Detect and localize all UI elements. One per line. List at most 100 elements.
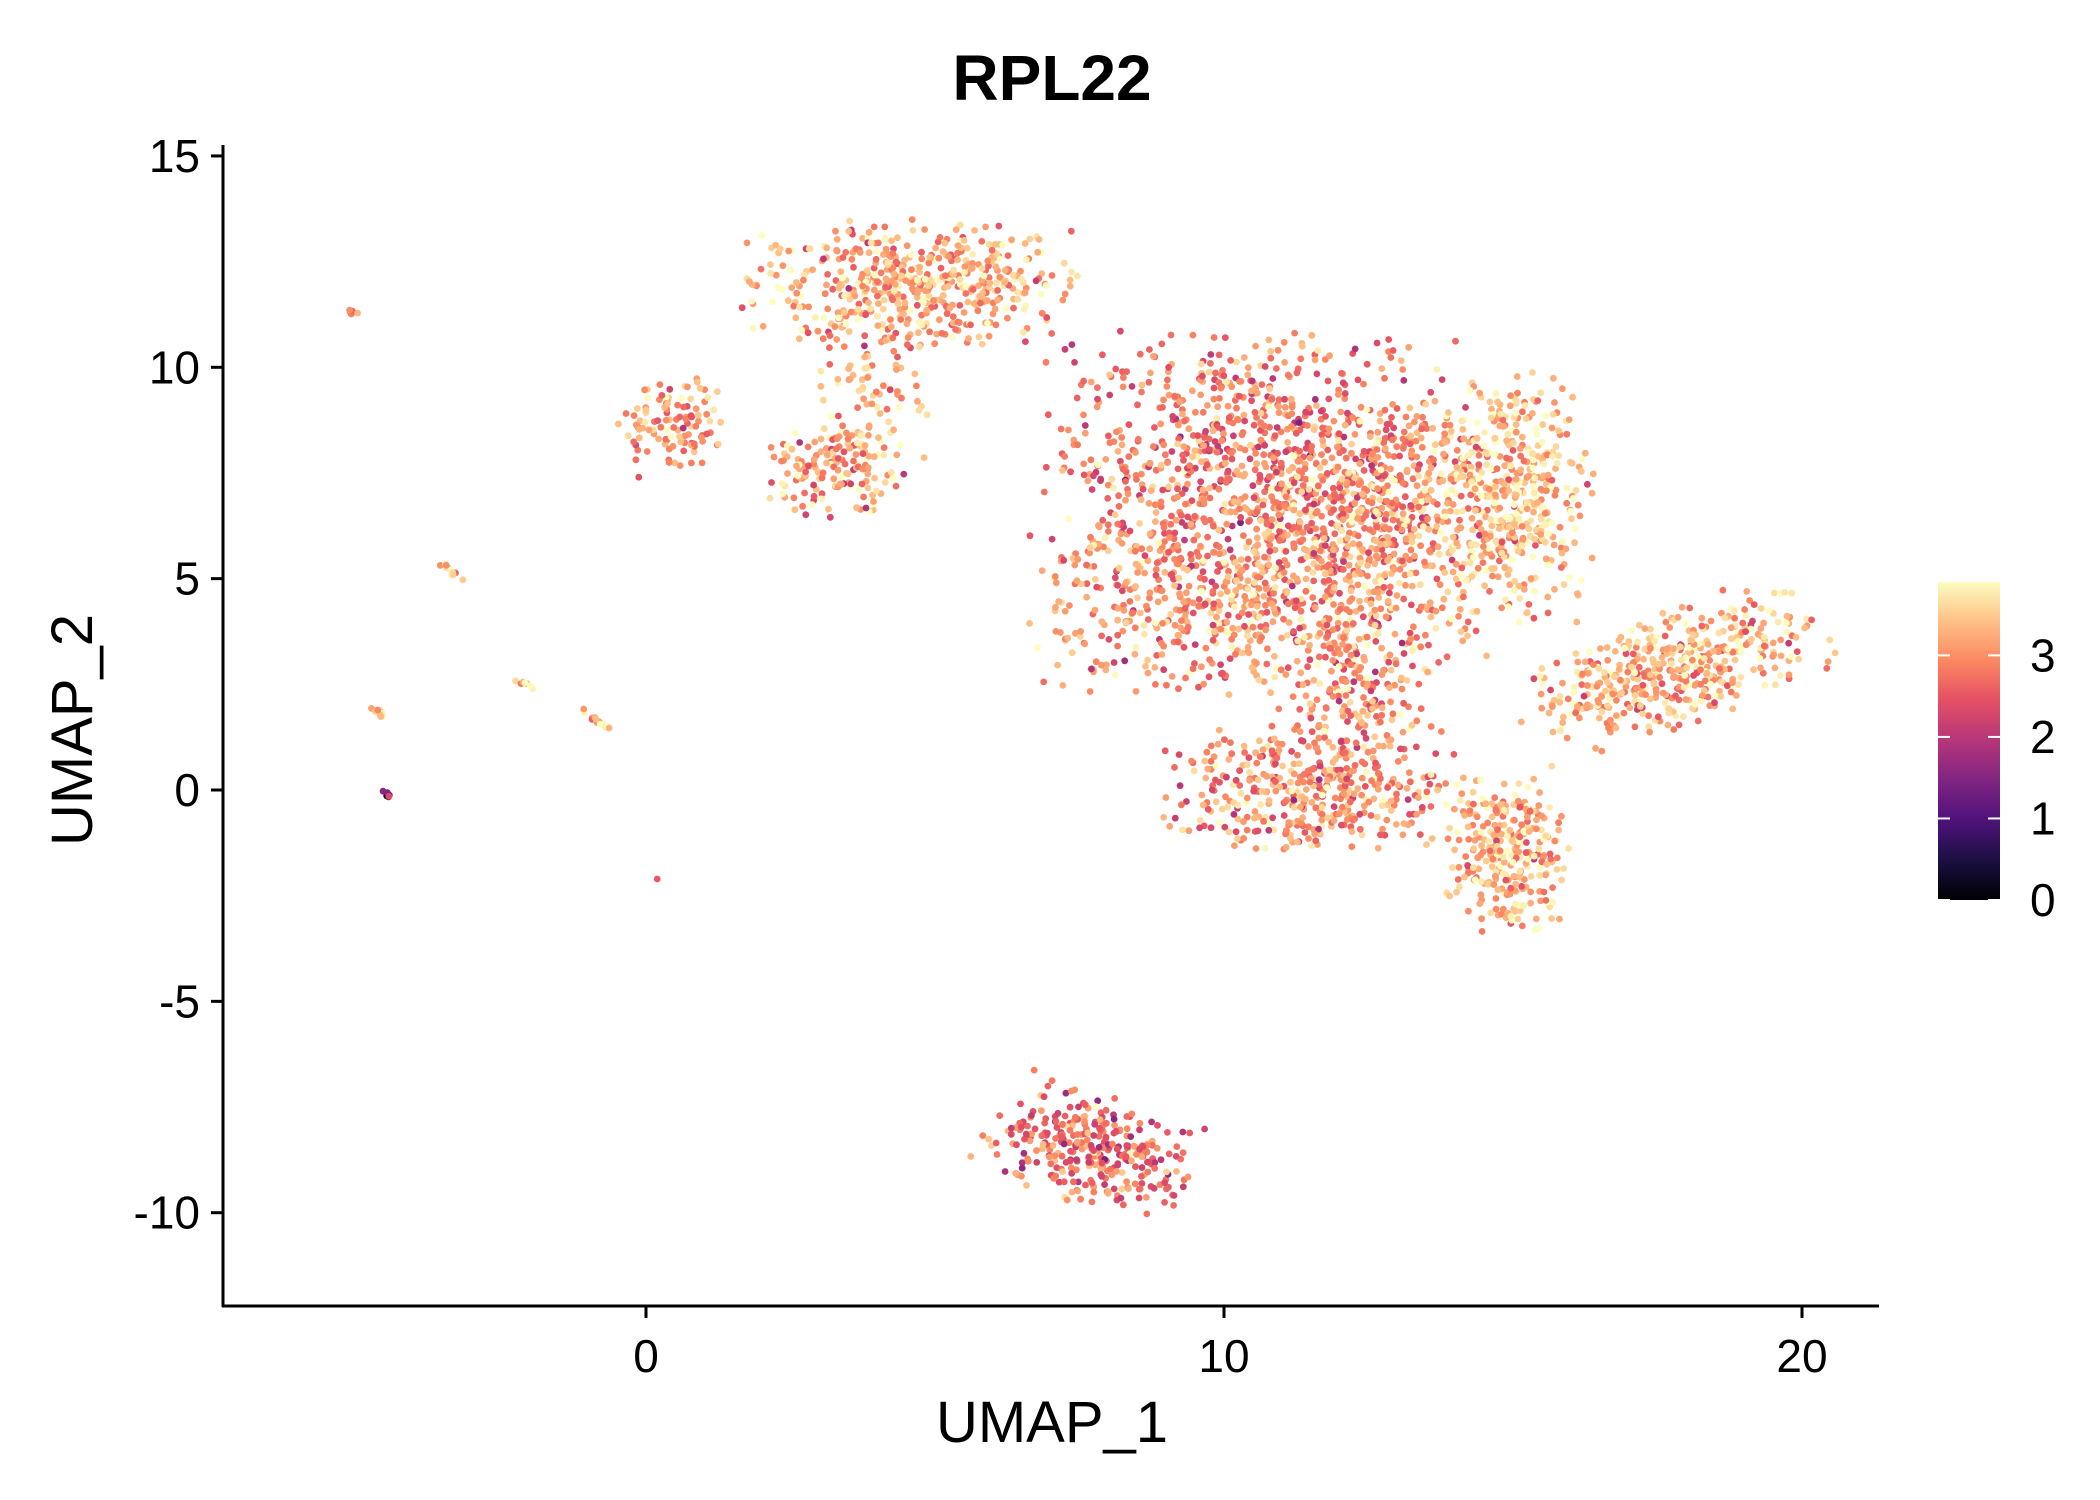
data-point (960, 309, 968, 316)
data-point (1462, 481, 1470, 489)
data-point (1477, 776, 1484, 784)
data-point (1433, 366, 1441, 373)
data-point (1270, 826, 1278, 834)
data-point (1539, 421, 1547, 429)
data-point (840, 343, 848, 350)
data-point (1553, 659, 1561, 667)
data-point (1199, 372, 1206, 380)
data-point (1210, 522, 1217, 530)
data-point (1411, 552, 1418, 560)
data-point (1176, 606, 1184, 614)
data-point (1187, 520, 1195, 528)
data-point (1481, 530, 1489, 538)
data-point (1529, 410, 1536, 417)
data-point (867, 305, 874, 313)
data-point (1457, 473, 1465, 481)
data-point (1339, 803, 1346, 811)
data-point (1335, 663, 1343, 670)
data-point (1188, 757, 1195, 765)
data-point (1532, 542, 1539, 549)
data-point (1787, 653, 1795, 660)
data-point (1297, 355, 1305, 363)
data-point (943, 310, 951, 318)
data-point (1785, 639, 1793, 647)
data-point (1119, 465, 1127, 473)
data-point (1268, 722, 1276, 730)
data-point (1048, 272, 1056, 279)
data-point (1393, 790, 1400, 798)
data-point (1205, 446, 1213, 453)
data-point (1210, 549, 1218, 556)
data-point (873, 248, 880, 255)
data-point (1160, 524, 1168, 531)
data-point (1241, 493, 1249, 501)
chart-title: RPL22 (952, 42, 1151, 114)
data-point (1220, 430, 1227, 438)
data-point (1367, 600, 1375, 608)
data-point (843, 469, 850, 477)
data-point (1012, 1169, 1019, 1177)
data-point (1349, 414, 1356, 421)
data-point (897, 316, 905, 323)
data-point (963, 244, 971, 252)
data-point (1188, 497, 1196, 504)
data-point (1198, 458, 1205, 466)
data-point (1370, 795, 1378, 803)
data-point (1413, 453, 1421, 461)
data-point (1346, 597, 1354, 605)
data-point (1412, 743, 1420, 751)
data-point (792, 314, 800, 322)
data-point (1526, 807, 1534, 815)
data-point (1183, 618, 1191, 626)
data-point (1288, 582, 1296, 590)
data-point (1217, 661, 1224, 668)
data-point (1215, 607, 1223, 615)
data-point (1661, 699, 1669, 707)
data-point (641, 386, 648, 394)
data-point (1114, 616, 1121, 624)
data-point (1416, 581, 1424, 589)
data-point (1726, 665, 1733, 673)
data-point (1399, 510, 1407, 518)
data-point (1066, 1127, 1074, 1134)
data-point (1572, 487, 1580, 494)
data-point (1178, 511, 1185, 519)
data-point (1620, 709, 1628, 717)
data-point (817, 435, 825, 443)
data-point (1354, 376, 1362, 384)
data-point (1371, 668, 1379, 676)
data-point (1202, 644, 1210, 652)
data-point (1415, 532, 1423, 540)
data-point (1160, 814, 1168, 821)
data-point (1059, 1168, 1066, 1175)
data-point (894, 300, 902, 307)
data-point (1362, 512, 1370, 519)
data-point (1132, 583, 1139, 590)
data-point (1349, 620, 1357, 627)
data-point (918, 255, 926, 263)
data-point (1339, 712, 1347, 720)
data-point (1783, 628, 1791, 636)
data-point (1303, 524, 1311, 531)
data-point (1400, 377, 1408, 384)
data-point (1322, 705, 1330, 712)
data-point (1255, 585, 1263, 592)
data-point (1544, 471, 1552, 479)
data-point (1225, 567, 1232, 575)
data-point (1548, 915, 1555, 922)
data-point (956, 276, 964, 283)
data-point (1363, 674, 1371, 682)
data-point (1384, 784, 1391, 791)
data-point (1597, 645, 1604, 652)
data-point (687, 395, 695, 403)
data-point (1038, 309, 1046, 317)
data-point (1792, 633, 1800, 641)
data-point (1583, 702, 1590, 710)
data-point (820, 314, 828, 321)
data-point (1360, 467, 1368, 474)
data-point (698, 459, 706, 467)
data-point (1316, 629, 1324, 637)
data-point (904, 334, 912, 341)
data-point (1059, 682, 1067, 689)
data-point (1373, 446, 1381, 453)
